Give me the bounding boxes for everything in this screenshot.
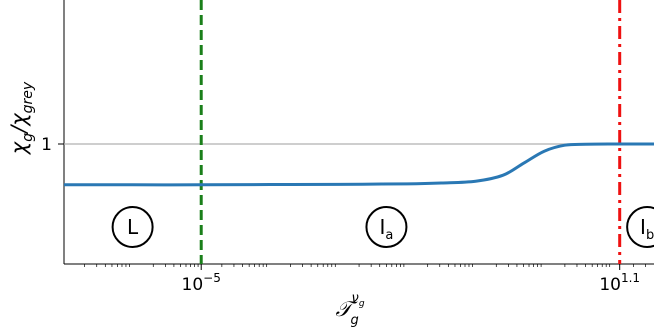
y-axis-label: χg/χgrey (7, 81, 36, 155)
region-label: L (127, 215, 139, 239)
region-circle (365, 206, 408, 248)
region-marker-l: L (111, 206, 154, 248)
x-axis-label-text: 𝒯νg g (335, 291, 364, 328)
region-label: Ia (380, 215, 394, 243)
region-circle (626, 206, 654, 248)
x-axis-label: 𝒯νg g (335, 291, 364, 328)
x-tick-label: 10−5 (182, 271, 221, 295)
data-series-line (64, 142, 654, 187)
region-circle (111, 206, 154, 248)
y-axis-label-text: χg/χgrey (7, 81, 36, 155)
region-marker-ib: Ib (626, 206, 654, 248)
region-label: Ib (640, 215, 654, 243)
plot-area: 10−5 101.1 1 L Ia Ib (41, 0, 654, 295)
y-tick-label: 1 (41, 135, 52, 155)
x-tick-label: 101.1 (599, 271, 640, 295)
region-marker-ia: Ia (365, 206, 408, 248)
